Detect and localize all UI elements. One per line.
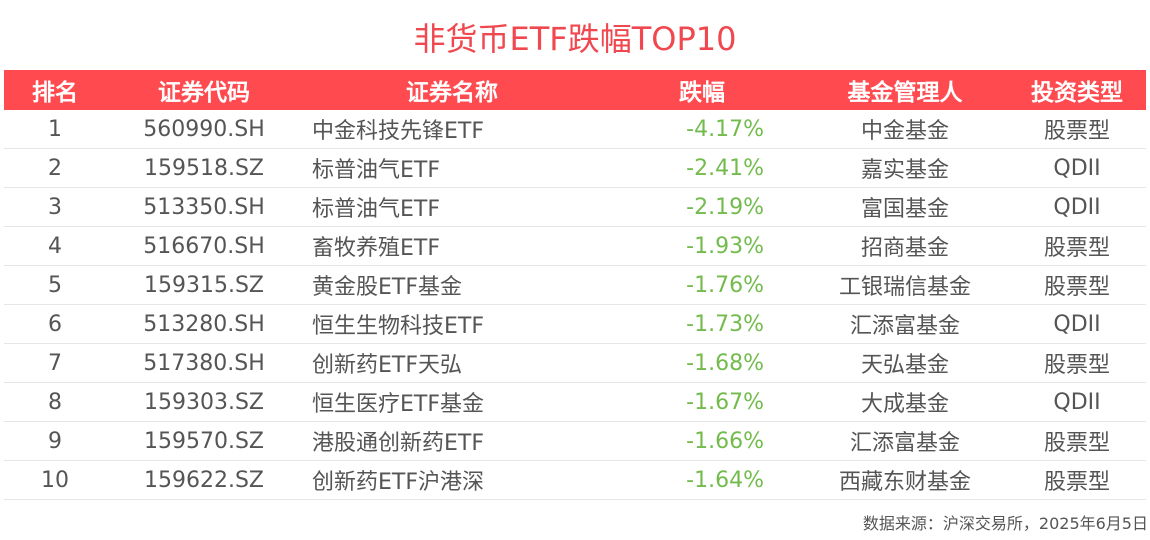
column-header-code: 证券代码 xyxy=(106,70,302,110)
cell-name: 创新药ETF天弘 xyxy=(302,343,602,383)
cell-type: QDII xyxy=(1008,304,1146,344)
cell-rank: 2 xyxy=(4,148,106,188)
cell-name: 恒生生物科技ETF xyxy=(302,304,602,344)
etf-decline-table: 排名 证券代码 证券名称 跌幅 基金管理人 投资类型 1 560990.SH 中金科技先锋ET… xyxy=(4,70,1146,500)
cell-rank: 6 xyxy=(4,304,106,344)
cell-name: 畜牧养殖ETF xyxy=(302,226,602,266)
table-row: 5 159315.SZ 黄金股ETF基金 -1.76% 工银瑞信基金 股票型 xyxy=(4,265,1146,305)
cell-name: 恒生医疗ETF基金 xyxy=(302,382,602,422)
cell-code: 516670.SH xyxy=(106,226,302,266)
cell-rank: 10 xyxy=(4,460,106,500)
cell-manager: 汇添富基金 xyxy=(802,304,1008,344)
cell-code: 560990.SH xyxy=(106,110,302,149)
cell-type: QDII xyxy=(1008,187,1146,227)
cell-manager: 大成基金 xyxy=(802,382,1008,422)
cell-rank: 1 xyxy=(4,110,106,149)
table-row: 6 513280.SH 恒生生物科技ETF -1.73% 汇添富基金 QDII xyxy=(4,304,1146,344)
cell-change: -1.76% xyxy=(602,265,802,305)
table-row: 3 513350.SH 标普油气ETF -2.19% 富国基金 QDII xyxy=(4,187,1146,227)
cell-manager: 天弘基金 xyxy=(802,343,1008,383)
cell-change: -2.19% xyxy=(602,187,802,227)
cell-name: 中金科技先锋ETF xyxy=(302,110,602,149)
cell-type: 股票型 xyxy=(1008,226,1146,266)
cell-rank: 7 xyxy=(4,343,106,383)
page-title: 非货币ETF跌幅TOP10 xyxy=(413,20,737,58)
source-note: 数据来源：沪深交易所，2025年6月5日 xyxy=(862,514,1148,533)
cell-type: QDII xyxy=(1008,382,1146,422)
cell-manager: 工银瑞信基金 xyxy=(802,265,1008,305)
column-header-rank: 排名 xyxy=(4,70,106,110)
column-header-manager: 基金管理人 xyxy=(802,70,1008,110)
cell-type: 股票型 xyxy=(1008,343,1146,383)
cell-name: 标普油气ETF xyxy=(302,148,602,188)
cell-manager: 富国基金 xyxy=(802,187,1008,227)
cell-rank: 4 xyxy=(4,226,106,266)
cell-change: -2.41% xyxy=(602,148,802,188)
table-row: 7 517380.SH 创新药ETF天弘 -1.68% 天弘基金 股票型 xyxy=(4,343,1146,383)
cell-manager: 中金基金 xyxy=(802,110,1008,149)
cell-code: 513350.SH xyxy=(106,187,302,227)
cell-code: 159570.SZ xyxy=(106,421,302,461)
cell-rank: 9 xyxy=(4,421,106,461)
cell-manager: 嘉实基金 xyxy=(802,148,1008,188)
table-header-row: 排名 证券代码 证券名称 跌幅 基金管理人 投资类型 xyxy=(4,70,1146,110)
cell-type: 股票型 xyxy=(1008,421,1146,461)
cell-name: 港股通创新药ETF xyxy=(302,421,602,461)
cell-rank: 3 xyxy=(4,187,106,227)
cell-rank: 5 xyxy=(4,265,106,305)
table-row: 10 159622.SZ 创新药ETF沪港深 -1.64% 西藏东财基金 股票型 xyxy=(4,460,1146,500)
cell-type: 股票型 xyxy=(1008,460,1146,500)
cell-code: 513280.SH xyxy=(106,304,302,344)
cell-change: -4.17% xyxy=(602,110,802,149)
cell-code: 517380.SH xyxy=(106,343,302,383)
table-row: 2 159518.SZ 标普油气ETF -2.41% 嘉实基金 QDII xyxy=(4,148,1146,188)
cell-change: -1.68% xyxy=(602,343,802,383)
table-row: 1 560990.SH 中金科技先锋ETF -4.17% 中金基金 股票型 xyxy=(4,110,1146,149)
cell-manager: 西藏东财基金 xyxy=(802,460,1008,500)
cell-change: -1.64% xyxy=(602,460,802,500)
cell-code: 159518.SZ xyxy=(106,148,302,188)
column-header-type: 投资类型 xyxy=(1008,70,1146,110)
cell-rank: 8 xyxy=(4,382,106,422)
cell-manager: 招商基金 xyxy=(802,226,1008,266)
column-header-change: 跌幅 xyxy=(602,70,802,110)
cell-type: 股票型 xyxy=(1008,265,1146,305)
cell-change: -1.66% xyxy=(602,421,802,461)
cell-change: -1.93% xyxy=(602,226,802,266)
table-row: 8 159303.SZ 恒生医疗ETF基金 -1.67% 大成基金 QDII xyxy=(4,382,1146,422)
cell-code: 159315.SZ xyxy=(106,265,302,305)
cell-manager: 汇添富基金 xyxy=(802,421,1008,461)
cell-change: -1.73% xyxy=(602,304,802,344)
cell-change: -1.67% xyxy=(602,382,802,422)
column-header-name: 证券名称 xyxy=(302,70,602,110)
cell-name: 创新药ETF沪港深 xyxy=(302,460,602,500)
cell-code: 159622.SZ xyxy=(106,460,302,500)
cell-code: 159303.SZ xyxy=(106,382,302,422)
cell-type: 股票型 xyxy=(1008,110,1146,149)
cell-name: 标普油气ETF xyxy=(302,187,602,227)
cell-type: QDII xyxy=(1008,148,1146,188)
table-row: 9 159570.SZ 港股通创新药ETF -1.66% 汇添富基金 股票型 xyxy=(4,421,1146,461)
table-row: 4 516670.SH 畜牧养殖ETF -1.93% 招商基金 股票型 xyxy=(4,226,1146,266)
cell-name: 黄金股ETF基金 xyxy=(302,265,602,305)
